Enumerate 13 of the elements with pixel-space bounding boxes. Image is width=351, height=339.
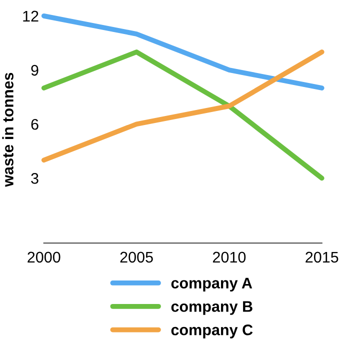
x-tick-label: 2000 [28,252,60,263]
legend-label: company A [171,278,252,292]
y-tick-label: 6 [31,118,38,130]
y-tick-label: 9 [31,64,38,76]
x-tick-label: 2015 [306,252,338,263]
legend-label: company C [171,324,253,338]
legend-label: company B [171,301,252,315]
y-tick-label: 3 [31,173,38,184]
y-tick-label: 12 [23,10,38,22]
line-series [41,14,324,90]
x-tick-label: 2010 [212,252,246,263]
y-axis-title: waste in tonnes [2,72,14,187]
x-tick-label: 2005 [120,252,153,263]
